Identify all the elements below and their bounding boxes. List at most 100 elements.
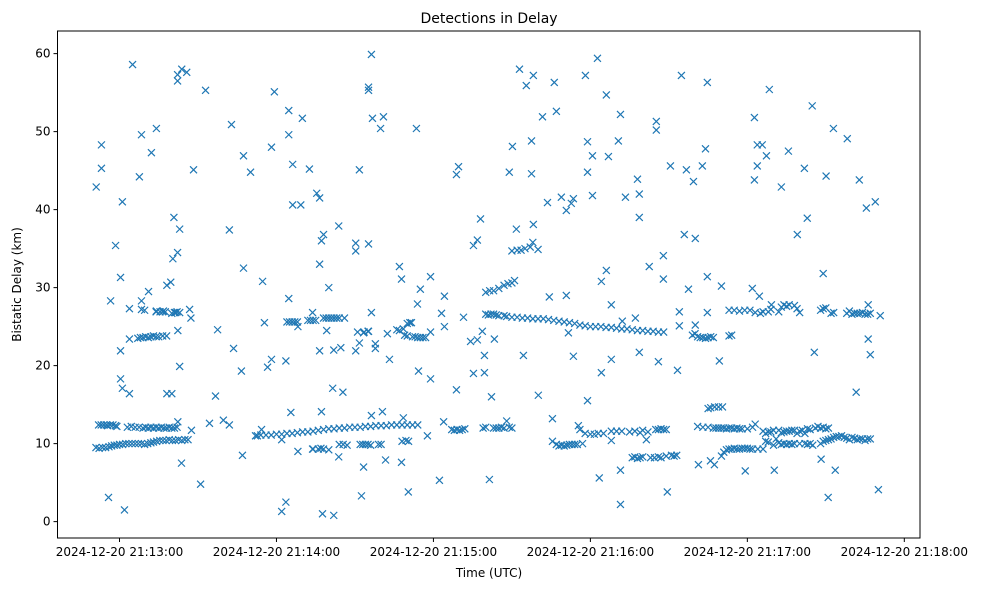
data-point: [602, 266, 611, 275]
data-point: [777, 428, 786, 437]
data-point: [863, 435, 872, 443]
data-point: [680, 230, 689, 239]
data-point: [866, 309, 875, 318]
data-point: [106, 296, 115, 305]
data-point: [125, 389, 134, 398]
data-point: [353, 328, 362, 337]
data-point: [703, 272, 712, 281]
data-point: [404, 488, 413, 496]
data-point: [177, 459, 186, 468]
data-point: [118, 197, 127, 206]
data-point: [399, 325, 408, 333]
data-point: [735, 424, 744, 433]
data-point: [824, 424, 833, 432]
data-point: [874, 485, 883, 494]
data-point: [128, 439, 136, 448]
data-point: [750, 176, 759, 184]
data-point: [305, 165, 314, 173]
data-point: [355, 339, 364, 347]
y-tick-label: 50: [35, 125, 50, 139]
data-point: [104, 493, 113, 502]
data-point: [663, 488, 672, 496]
data-point: [709, 333, 718, 342]
data-point: [821, 436, 830, 445]
data-point: [397, 458, 406, 467]
data-point: [288, 160, 297, 169]
data-point: [777, 183, 786, 191]
data-point: [659, 328, 668, 337]
data-point: [293, 447, 302, 456]
data-point: [644, 427, 652, 436]
data-point: [267, 143, 276, 152]
data-point: [364, 240, 373, 248]
data-point: [538, 112, 547, 121]
data-point: [552, 107, 561, 116]
data-point: [371, 344, 380, 353]
data-point: [701, 144, 710, 153]
data-point: [364, 86, 373, 95]
data-point: [550, 78, 559, 87]
data-point: [808, 101, 817, 110]
data-point: [492, 310, 501, 319]
data-point: [631, 314, 640, 322]
data-point: [115, 440, 124, 449]
data-point: [510, 276, 519, 285]
data-point: [201, 86, 210, 95]
data-point: [593, 54, 602, 63]
data-point: [293, 318, 302, 326]
data-point: [97, 164, 106, 173]
data-point: [439, 417, 448, 426]
data-point: [364, 440, 372, 449]
data-point: [746, 306, 754, 315]
data-point: [473, 236, 482, 244]
data-point: [460, 424, 469, 433]
data-point: [481, 423, 490, 432]
data-point: [440, 292, 449, 301]
data-point: [480, 351, 489, 360]
data-point: [840, 433, 849, 442]
data-point: [128, 60, 137, 69]
data-point: [743, 424, 752, 433]
data-point: [564, 328, 573, 337]
data-point: [286, 408, 295, 417]
data-point: [173, 326, 182, 335]
data-point: [237, 367, 246, 376]
data-point: [385, 355, 394, 364]
data-point: [659, 251, 668, 260]
data-point: [866, 350, 875, 359]
data-point: [852, 388, 861, 397]
plot-area-frame: [57, 30, 921, 539]
data-point: [381, 456, 390, 464]
data-point: [173, 248, 182, 257]
chart-title: Detections in Delay: [420, 11, 557, 27]
data-point: [173, 307, 181, 316]
data-point: [527, 137, 536, 145]
data-point: [800, 164, 809, 173]
data-point: [308, 308, 317, 317]
data-point: [173, 423, 181, 432]
data-point: [105, 442, 113, 451]
data-point: [871, 197, 880, 206]
data-point: [211, 392, 220, 400]
data-point: [604, 152, 613, 161]
data-point: [324, 283, 333, 292]
data-point: [588, 191, 597, 200]
data-point: [225, 420, 234, 429]
data-point: [185, 305, 194, 314]
data-point: [793, 230, 802, 239]
data-point: [795, 308, 804, 317]
data-point: [455, 426, 464, 435]
data-point: [312, 189, 321, 198]
data-point: [334, 222, 343, 230]
data-point: [633, 454, 642, 463]
data-point: [489, 310, 498, 319]
data-point: [819, 269, 828, 278]
data-point: [505, 423, 514, 432]
data-point: [691, 321, 700, 329]
data-point: [309, 316, 318, 325]
data-point: [334, 452, 343, 461]
data-point: [480, 368, 489, 377]
data-point: [459, 313, 468, 322]
data-point: [205, 419, 214, 428]
data-point: [395, 262, 404, 271]
